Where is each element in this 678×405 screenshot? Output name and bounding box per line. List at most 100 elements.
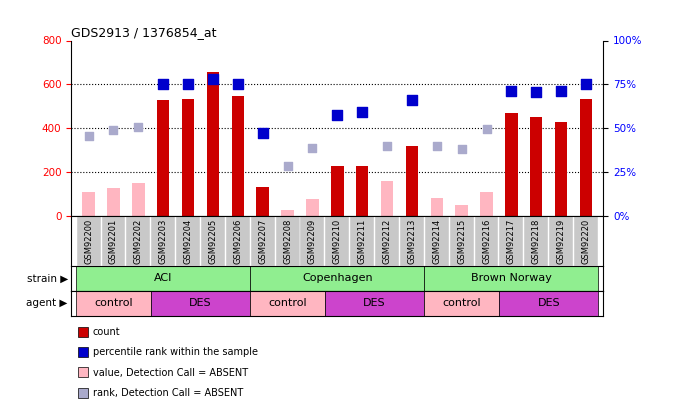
Point xyxy=(282,163,293,170)
Text: DES: DES xyxy=(538,298,560,308)
Point xyxy=(108,127,119,134)
Bar xyxy=(251,216,275,266)
Point xyxy=(382,143,393,149)
Bar xyxy=(549,216,573,266)
Bar xyxy=(250,266,424,291)
Bar xyxy=(132,183,144,216)
Bar xyxy=(126,216,151,266)
Text: GSM92201: GSM92201 xyxy=(109,218,118,264)
Bar xyxy=(405,146,418,216)
Point xyxy=(506,87,517,94)
Text: control: control xyxy=(268,298,307,308)
Bar xyxy=(530,117,542,216)
Bar xyxy=(424,266,599,291)
Point xyxy=(357,109,367,115)
Bar xyxy=(151,291,250,316)
Point xyxy=(207,76,218,82)
Text: control: control xyxy=(94,298,133,308)
Bar xyxy=(250,291,325,316)
Text: strain ▶: strain ▶ xyxy=(26,273,68,283)
Text: GSM92203: GSM92203 xyxy=(159,218,167,264)
Text: Brown Norway: Brown Norway xyxy=(471,273,552,283)
Bar xyxy=(356,166,368,216)
Bar xyxy=(505,113,517,216)
Text: GSM92219: GSM92219 xyxy=(557,218,565,264)
Bar xyxy=(431,198,443,216)
Point xyxy=(580,81,591,87)
Bar xyxy=(555,122,567,216)
Point xyxy=(158,81,169,87)
Bar xyxy=(201,216,225,266)
Text: GSM92212: GSM92212 xyxy=(382,218,392,264)
Bar xyxy=(157,100,170,216)
Bar xyxy=(300,216,324,266)
Bar xyxy=(281,210,294,216)
Bar xyxy=(574,216,598,266)
Text: GSM92210: GSM92210 xyxy=(333,218,342,264)
Point xyxy=(257,129,268,136)
Point xyxy=(133,124,144,130)
Bar xyxy=(475,216,498,266)
Text: GSM92213: GSM92213 xyxy=(407,218,416,264)
Bar xyxy=(182,98,195,216)
Bar xyxy=(232,96,244,216)
Bar xyxy=(306,199,319,216)
Point xyxy=(407,96,418,103)
Point xyxy=(83,132,94,139)
Bar xyxy=(77,216,100,266)
Bar xyxy=(456,205,468,216)
Text: GSM92215: GSM92215 xyxy=(457,218,466,264)
Bar xyxy=(480,192,493,216)
Bar xyxy=(76,291,151,316)
Point xyxy=(182,81,193,87)
Bar xyxy=(151,216,175,266)
Point xyxy=(456,146,467,152)
Text: GDS2913 / 1376854_at: GDS2913 / 1376854_at xyxy=(71,26,217,39)
Point xyxy=(556,87,567,94)
Bar xyxy=(524,216,549,266)
Bar xyxy=(102,216,125,266)
Bar xyxy=(107,188,120,216)
Text: value, Detection Call = ABSENT: value, Detection Call = ABSENT xyxy=(93,368,248,377)
Text: GSM92202: GSM92202 xyxy=(134,218,143,264)
Text: DES: DES xyxy=(189,298,212,308)
Bar xyxy=(226,216,250,266)
Text: rank, Detection Call = ABSENT: rank, Detection Call = ABSENT xyxy=(93,388,243,398)
Text: DES: DES xyxy=(363,298,386,308)
Text: GSM92211: GSM92211 xyxy=(358,218,367,264)
Text: GSM92220: GSM92220 xyxy=(582,218,591,264)
Bar xyxy=(325,291,424,316)
Bar xyxy=(331,166,344,216)
Bar xyxy=(580,98,592,216)
Text: GSM92208: GSM92208 xyxy=(283,218,292,264)
Bar xyxy=(375,216,399,266)
Bar xyxy=(351,216,374,266)
Bar xyxy=(450,216,474,266)
Text: GSM92207: GSM92207 xyxy=(258,218,267,264)
Bar xyxy=(500,216,523,266)
Bar xyxy=(381,181,393,216)
Bar xyxy=(325,216,349,266)
Bar xyxy=(176,216,200,266)
Bar xyxy=(76,266,250,291)
Text: GSM92218: GSM92218 xyxy=(532,218,541,264)
Point xyxy=(481,126,492,132)
Text: ACI: ACI xyxy=(154,273,172,283)
Bar xyxy=(276,216,300,266)
Text: GSM92204: GSM92204 xyxy=(184,218,193,264)
Point xyxy=(307,145,318,151)
Point xyxy=(332,112,342,118)
Text: count: count xyxy=(93,327,121,337)
Text: GSM92205: GSM92205 xyxy=(208,218,218,264)
Text: agent ▶: agent ▶ xyxy=(26,298,68,308)
Point xyxy=(531,89,542,95)
Bar xyxy=(83,192,95,216)
Point xyxy=(431,143,442,149)
Text: Copenhagen: Copenhagen xyxy=(302,273,373,283)
Bar xyxy=(425,216,449,266)
Text: GSM92200: GSM92200 xyxy=(84,218,93,264)
Text: percentile rank within the sample: percentile rank within the sample xyxy=(93,347,258,357)
Text: GSM92216: GSM92216 xyxy=(482,218,491,264)
Bar xyxy=(256,187,269,216)
Bar xyxy=(424,291,499,316)
